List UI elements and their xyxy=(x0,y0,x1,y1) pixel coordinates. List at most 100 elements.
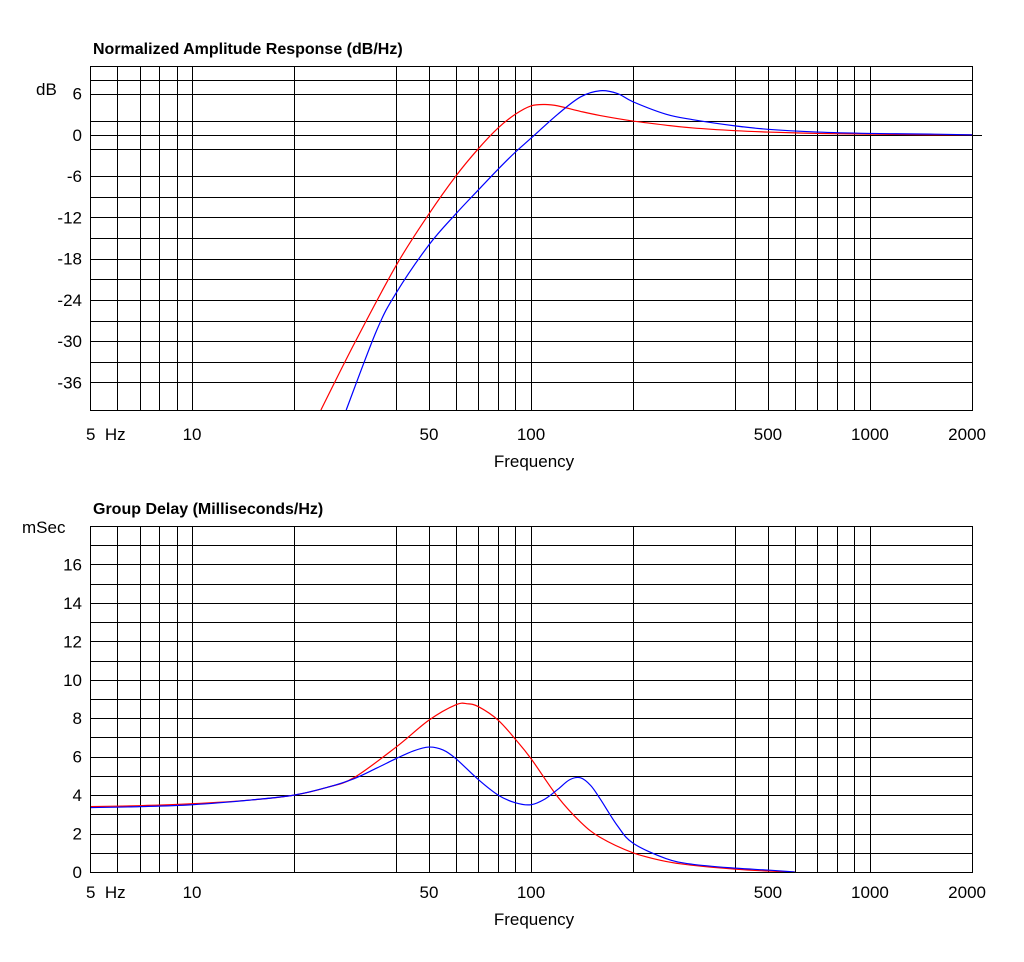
group-delay-red-point-18 xyxy=(632,852,633,853)
amplitude-blue-point-1 xyxy=(376,330,377,331)
group-delay-blue-point-10 xyxy=(428,746,429,747)
group-delay-horizontal-gridlines xyxy=(90,545,972,854)
amplitude-blue-point-16 xyxy=(734,125,735,126)
amplitude-red-point-2 xyxy=(396,265,397,266)
group-delay-red-point-13 xyxy=(515,739,516,740)
amplitude-blue-point-15 xyxy=(692,119,693,120)
amplitude-x-axis-label: Frequency xyxy=(494,452,575,471)
amplitude-y-unit-label: dB xyxy=(36,80,57,99)
group-delay-blue-point-2 xyxy=(191,804,192,805)
group-delay-red-point-16 xyxy=(580,821,581,822)
group-delay-x-tick-5: 5 Hz xyxy=(86,883,126,902)
group-delay-blue-point-9 xyxy=(413,750,414,751)
group-delay-blue-point-23 xyxy=(617,825,618,826)
amplitude-chart-title: Normalized Amplitude Response (dB/Hz) xyxy=(93,41,403,58)
amplitude-red-point-3 xyxy=(428,213,429,214)
group-delay-y-tick-10: 10 xyxy=(63,671,82,690)
amplitude-plot-frame xyxy=(90,66,973,411)
group-delay-blue-point-7 xyxy=(376,768,377,769)
amplitude-blue-point-8 xyxy=(530,138,531,139)
amplitude-blue-point-9 xyxy=(557,114,558,115)
amplitude-red-point-17 xyxy=(767,131,768,132)
group-delay-series-group xyxy=(90,702,795,872)
group-delay-panel: Group Delay (Milliseconds/Hz) mSec Frequ… xyxy=(22,501,986,929)
amplitude-blue-point-17 xyxy=(767,129,768,130)
amplitude-red-point-4 xyxy=(455,175,456,176)
amplitude-x-tick-5: 5 Hz xyxy=(86,425,126,444)
group-delay-chart-title: Group Delay (Milliseconds/Hz) xyxy=(93,501,323,518)
amplitude-red-point-5 xyxy=(478,148,479,149)
group-delay-y-tick-8: 8 xyxy=(73,709,82,728)
amplitude-blue-point-18 xyxy=(817,131,818,132)
amplitude-red-point-9 xyxy=(544,104,545,105)
group-delay-red-point-14 xyxy=(530,758,531,759)
group-delay-y-tick-0: 0 xyxy=(73,863,82,882)
amplitude-red-point-8 xyxy=(530,105,531,106)
amplitude-y-tick-neg30: -30 xyxy=(57,332,82,351)
group-delay-red-point-12 xyxy=(498,720,499,721)
amplitude-y-tick-0: 0 xyxy=(73,126,82,145)
amplitude-x-tick-50: 50 xyxy=(420,425,439,444)
group-delay-x-tick-500: 500 xyxy=(754,883,782,902)
amplitude-blue-point-10 xyxy=(580,96,581,97)
group-delay-x-tick-10: 10 xyxy=(183,883,202,902)
amplitude-y-tick-6: 6 xyxy=(73,85,82,104)
group-delay-blue-point-4 xyxy=(293,795,294,796)
amplitude-red-point-6 xyxy=(498,127,499,128)
amplitude-y-tick-neg6: -6 xyxy=(67,167,82,186)
amplitude-y-tick-neg12: -12 xyxy=(57,208,82,227)
amplitude-red-series-line xyxy=(320,103,972,410)
group-delay-blue-point-25 xyxy=(665,858,666,859)
group-delay-blue-point-5 xyxy=(326,787,327,788)
amplitude-y-tick-labels: 6 0 -6 -12 -18 -24 -30 -36 xyxy=(57,85,82,393)
group-delay-blue-point-17 xyxy=(544,798,545,799)
group-delay-blue-point-24 xyxy=(632,843,633,844)
amplitude-red-point-11 xyxy=(580,111,581,112)
amplitude-blue-point-3 xyxy=(428,244,429,245)
amplitude-x-tick-500: 500 xyxy=(754,425,782,444)
group-delay-red-point-17 xyxy=(600,837,601,838)
group-delay-y-tick-4: 4 xyxy=(73,786,82,805)
amplitude-blue-point-7 xyxy=(515,151,516,152)
group-delay-red-point-7 xyxy=(396,746,397,747)
group-delay-plot-frame xyxy=(90,526,973,873)
amplitude-blue-point-12 xyxy=(617,93,618,94)
group-delay-y-tick-6: 6 xyxy=(73,748,82,767)
amplitude-y-tick-neg36: -36 xyxy=(57,373,82,392)
group-delay-blue-series-line xyxy=(90,746,795,872)
amplitude-blue-series-line xyxy=(345,90,972,410)
group-delay-blue-point-8 xyxy=(396,758,397,759)
group-delay-red-point-15 xyxy=(557,796,558,797)
amplitude-red-point-12 xyxy=(600,115,601,116)
group-delay-red-point-19 xyxy=(665,861,666,862)
group-delay-blue-point-12 xyxy=(455,758,456,759)
amplitude-response-panel: Normalized Amplitude Response (dB/Hz) dB… xyxy=(36,41,986,471)
amplitude-x-tick-100: 100 xyxy=(517,425,545,444)
group-delay-y-tick-2: 2 xyxy=(73,825,82,844)
amplitude-blue-point-2 xyxy=(396,292,397,293)
group-delay-blue-point-18 xyxy=(557,789,558,790)
group-delay-x-axis-label: Frequency xyxy=(494,910,575,929)
group-delay-blue-point-26 xyxy=(692,864,693,865)
group-delay-blue-point-13 xyxy=(478,779,479,780)
group-delay-blue-point-27 xyxy=(734,868,735,869)
amplitude-red-point-7 xyxy=(515,114,516,115)
amplitude-red-point-16 xyxy=(734,130,735,131)
amplitude-red-point-18 xyxy=(817,133,818,134)
group-delay-red-point-8 xyxy=(428,720,429,721)
amplitude-blue-point-14 xyxy=(665,114,666,115)
group-delay-red-point-9 xyxy=(455,704,456,705)
amplitude-y-tick-neg24: -24 xyxy=(57,291,82,310)
group-delay-blue-point-15 xyxy=(515,802,516,803)
group-delay-blue-point-14 xyxy=(498,795,499,796)
group-delay-red-point-10 xyxy=(467,703,468,704)
amplitude-blue-point-6 xyxy=(498,169,499,170)
group-delay-x-tick-100: 100 xyxy=(517,883,545,902)
amplitude-red-point-13 xyxy=(632,120,633,121)
amplitude-blue-point-11 xyxy=(600,90,601,91)
amplitude-red-point-15 xyxy=(692,127,693,128)
group-delay-blue-point-6 xyxy=(353,778,354,779)
group-delay-blue-point-11 xyxy=(442,749,443,750)
group-delay-blue-point-3 xyxy=(251,799,252,800)
